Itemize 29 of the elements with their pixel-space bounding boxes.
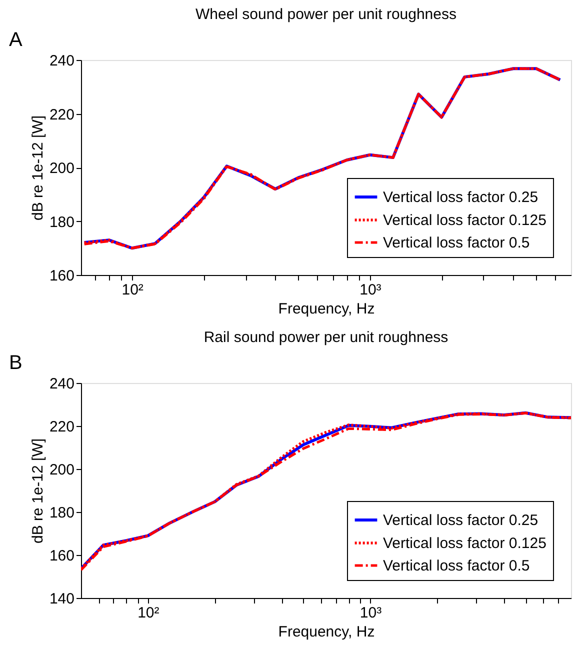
y-tick-label: 200 [49,462,74,478]
legend-label: Vertical loss factor 0.125 [383,535,546,552]
text: B [9,352,22,374]
x-tick-label: 10³ [360,604,382,622]
x-tick-label: 10² [122,282,144,298]
legend-label: Vertical loss factor 0.25 [383,512,538,529]
y-tick-label: 140 [49,590,74,608]
legend-label: Vertical loss factor 0.5 [383,558,530,574]
x-axis-title: Frequency, Hz [278,300,375,318]
y-tick-label: 220 [49,418,74,436]
y-axis-title: dB re 1e-12 [W] [29,438,46,544]
chart-title: Wheel sound power per unit roughness [196,6,456,23]
legend-label: Vertical loss factor 0.5 [383,234,530,252]
x-tick-label: 10³ [360,282,382,298]
x-tick-label: 10² [138,604,160,622]
y-tick-label: 220 [49,106,74,124]
text: A [9,29,23,51]
y-tick-label: 200 [49,160,74,177]
y-tick-label: 240 [49,376,74,392]
legend-label: Vertical loss factor 0.125 [383,212,546,229]
y-tick-label: 240 [49,52,74,70]
y-tick-label: 180 [49,214,74,231]
legend-label: Vertical loss factor 0.25 [383,189,538,206]
x-axis-title: Frequency, Hz [278,624,375,640]
chart-title: Rail sound power per unit roughness [204,329,448,346]
y-axis-title: dB re 1e-12 [W] [29,115,46,221]
y-tick-label: 160 [49,268,74,284]
y-tick-label: 160 [49,548,74,564]
y-tick-label: 180 [49,504,74,522]
